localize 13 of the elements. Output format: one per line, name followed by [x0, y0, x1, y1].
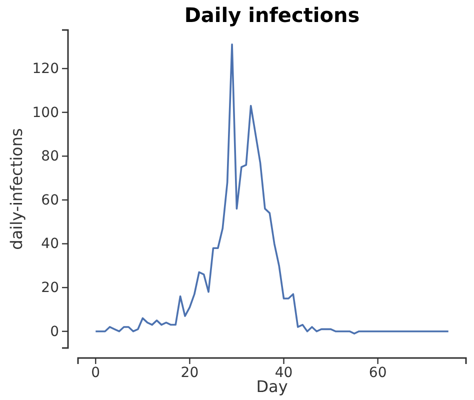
- y-tick-label: 0: [50, 324, 59, 340]
- x-tick-label: 0: [91, 364, 100, 381]
- x-tick-label: 60: [368, 364, 387, 381]
- y-tick-label: 80: [41, 148, 59, 165]
- y-tick-label: 20: [41, 280, 59, 296]
- x-tick-label: 20: [180, 364, 199, 381]
- chart-title: Daily infections: [184, 3, 360, 27]
- line-series: [94, 44, 450, 334]
- y-tick-label: 60: [41, 192, 59, 208]
- y-tick-label: 100: [32, 104, 59, 121]
- y-tick-label: 120: [32, 61, 59, 78]
- y-axis-title: daily-infections: [7, 128, 26, 250]
- y-tick-label: 40: [41, 236, 59, 252]
